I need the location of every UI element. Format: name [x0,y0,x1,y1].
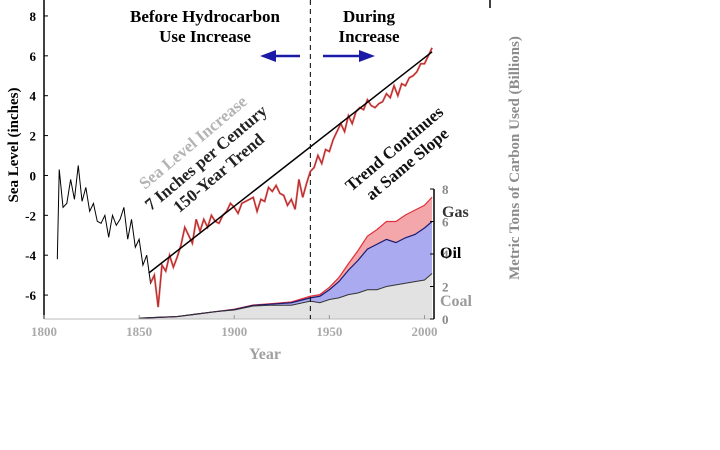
x-tick-label: 2000 [411,324,437,339]
y-left-tick-label: -4 [25,248,36,263]
y-left-tick-label: -2 [25,208,36,223]
y-left-tick-label: 4 [30,89,37,104]
left-arrow-icon [260,50,300,62]
y-right-tick-label: 6 [442,215,449,230]
sea-level-smoothed-line [149,47,434,308]
coal-area [139,273,433,319]
sea-level-series [56,47,434,308]
gas-label: Gas [442,204,469,221]
during-label-line1: During [343,7,395,26]
right-arrow-icon [323,50,375,62]
x-tick-label: 1800 [31,324,57,339]
y-left-tick-label: 0 [30,168,37,183]
y-left-tick-label: 2 [30,129,37,144]
tick-labels: 1800 1850 1900 1950 2000 -6 -4 -2 0 2 4 6 8 0 2 4 6 8 [25,9,449,339]
coal-line [139,273,433,319]
before-label-line2: Use Increase [159,27,251,46]
x-tick-label: 1850 [126,324,152,339]
during-label-line2: Increase [338,27,400,46]
y-right-tick-label: 2 [442,280,449,295]
oil-area [139,221,433,319]
y-axis-label-right: Metric Tons of Carbon Used (Billions) [507,36,523,280]
carbon-usage-areas [139,196,433,319]
y-left-tick-label: -6 [25,288,36,303]
y-right-tick-label: 0 [442,312,449,327]
y-right-tick-label: 8 [442,182,449,197]
coal-label: Coal [440,293,473,310]
before-label-line1: Before Hydrocarbon [130,7,281,26]
oil-label: Oil [440,245,462,262]
x-tick-label: 1900 [221,324,247,339]
y-axis-label-left: Sea Level (inches) [6,88,22,203]
trend-line [148,51,433,274]
y-right-tick-label: 4 [442,247,449,262]
x-axis-label: Year [249,346,281,363]
y-left-tick-label: 8 [30,9,37,24]
y-left-tick-label: 6 [30,49,37,64]
x-tick-label: 1950 [316,324,342,339]
